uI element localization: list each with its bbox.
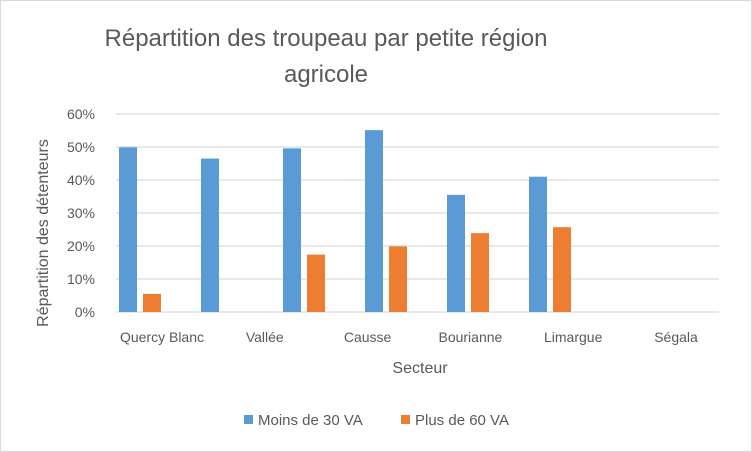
bar-moins-30va [447,194,465,312]
y-axis-title: Répartition des détenteurs [35,139,52,327]
bar-plus-60va [553,227,571,312]
bar-moins-30va [201,158,219,312]
legend-label: Moins de 30 VA [258,412,363,429]
bar-moins-30va [283,148,301,312]
x-axis-title: Secteur [392,360,448,377]
x-tick-label: Causse [344,329,392,345]
bar-moins-30va [119,147,137,312]
y-tick-label: 50% [67,139,95,155]
x-tick-label: Limargue [544,329,603,345]
x-tick-label: Vallée [246,329,284,345]
bar-moins-30va [529,176,547,312]
legend-swatch [401,415,410,424]
bar-plus-60va [143,293,161,312]
chart-title: Répartition des troupeau par petite régi… [104,25,548,88]
y-tick-label: 40% [67,172,95,188]
bar-moins-30va [365,130,383,312]
y-tick-label: 20% [67,238,95,254]
x-tick-label: Ségala [654,329,698,345]
legend-label: Plus de 60 VA [415,412,509,429]
y-tick-label: 0% [75,304,95,320]
bar-plus-60va [389,246,407,312]
x-tick-label: Bourianne [438,329,502,345]
legend-swatch [244,415,253,424]
bar-plus-60va [471,233,489,312]
bar-plus-60va [307,254,325,312]
y-tick-label: 10% [67,271,95,287]
x-tick-label: Quercy Blanc [120,329,204,345]
y-tick-label: 60% [67,106,95,122]
y-tick-label: 30% [67,205,95,221]
